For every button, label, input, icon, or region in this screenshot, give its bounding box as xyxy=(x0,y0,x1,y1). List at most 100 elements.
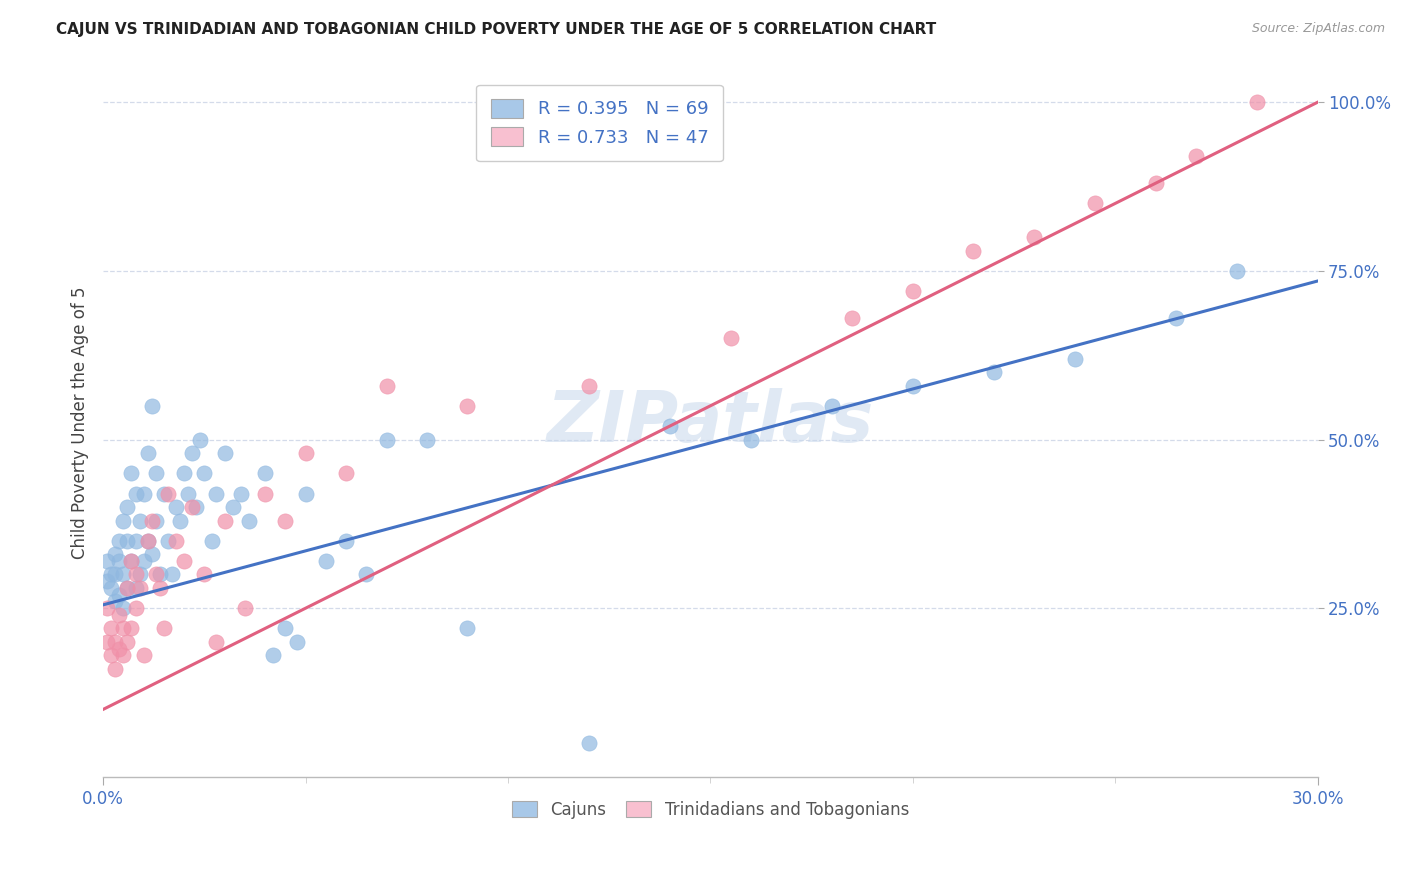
Point xyxy=(117,635,139,649)
Point xyxy=(287,635,309,649)
Point xyxy=(124,567,146,582)
Point xyxy=(238,514,260,528)
Point xyxy=(108,533,131,548)
Point xyxy=(128,581,150,595)
Point xyxy=(100,648,122,663)
Point xyxy=(128,514,150,528)
Point xyxy=(173,467,195,481)
Point xyxy=(177,486,200,500)
Text: Source: ZipAtlas.com: Source: ZipAtlas.com xyxy=(1251,22,1385,36)
Point xyxy=(335,467,357,481)
Text: ZIPatlas: ZIPatlas xyxy=(547,388,875,458)
Point xyxy=(1144,176,1167,190)
Point xyxy=(1164,311,1187,326)
Point xyxy=(841,311,863,326)
Point xyxy=(416,433,439,447)
Point xyxy=(315,554,337,568)
Point xyxy=(354,567,377,582)
Point xyxy=(658,419,681,434)
Point xyxy=(121,554,143,568)
Point xyxy=(104,547,127,561)
Point xyxy=(254,467,277,481)
Point xyxy=(96,554,118,568)
Point xyxy=(141,547,163,561)
Point xyxy=(1246,95,1268,110)
Point xyxy=(181,500,204,514)
Point xyxy=(100,567,122,582)
Point xyxy=(233,601,256,615)
Point xyxy=(149,567,172,582)
Point xyxy=(165,533,187,548)
Point xyxy=(153,622,176,636)
Point xyxy=(104,662,127,676)
Point xyxy=(294,486,316,500)
Point xyxy=(901,378,924,392)
Point xyxy=(121,554,143,568)
Point xyxy=(124,601,146,615)
Point xyxy=(96,601,118,615)
Point xyxy=(740,433,762,447)
Point xyxy=(375,378,398,392)
Point xyxy=(214,514,236,528)
Point xyxy=(112,648,135,663)
Point xyxy=(169,514,191,528)
Point xyxy=(108,588,131,602)
Point xyxy=(141,399,163,413)
Point xyxy=(121,467,143,481)
Point xyxy=(112,601,135,615)
Point xyxy=(578,736,600,750)
Point xyxy=(108,641,131,656)
Point xyxy=(221,500,243,514)
Point xyxy=(96,635,118,649)
Point xyxy=(578,378,600,392)
Point xyxy=(1024,230,1046,244)
Point xyxy=(100,622,122,636)
Point xyxy=(132,648,155,663)
Legend: Cajuns, Trinidadians and Tobagonians: Cajuns, Trinidadians and Tobagonians xyxy=(505,794,915,825)
Point xyxy=(124,486,146,500)
Point xyxy=(108,607,131,622)
Point xyxy=(205,635,228,649)
Point xyxy=(294,446,316,460)
Point xyxy=(173,554,195,568)
Point xyxy=(1226,264,1249,278)
Point xyxy=(983,365,1005,379)
Point xyxy=(108,554,131,568)
Point xyxy=(962,244,984,258)
Point xyxy=(145,514,167,528)
Point xyxy=(205,486,228,500)
Point xyxy=(181,446,204,460)
Point xyxy=(117,533,139,548)
Point xyxy=(335,533,357,548)
Point xyxy=(145,567,167,582)
Point xyxy=(188,433,211,447)
Point xyxy=(132,486,155,500)
Point xyxy=(104,635,127,649)
Point xyxy=(136,446,159,460)
Point xyxy=(100,581,122,595)
Point xyxy=(136,533,159,548)
Point xyxy=(112,567,135,582)
Point xyxy=(1063,351,1085,366)
Point xyxy=(456,399,478,413)
Point xyxy=(153,486,176,500)
Point xyxy=(1084,196,1107,211)
Point xyxy=(201,533,224,548)
Point xyxy=(254,486,277,500)
Point xyxy=(112,514,135,528)
Point xyxy=(145,467,167,481)
Point xyxy=(112,622,135,636)
Point xyxy=(136,533,159,548)
Point xyxy=(262,648,284,663)
Point xyxy=(193,567,215,582)
Point xyxy=(375,433,398,447)
Point xyxy=(274,514,297,528)
Point xyxy=(149,581,172,595)
Y-axis label: Child Poverty Under the Age of 5: Child Poverty Under the Age of 5 xyxy=(72,286,89,559)
Point xyxy=(141,514,163,528)
Point xyxy=(104,594,127,608)
Point xyxy=(124,581,146,595)
Point xyxy=(274,622,297,636)
Point xyxy=(165,500,187,514)
Point xyxy=(186,500,208,514)
